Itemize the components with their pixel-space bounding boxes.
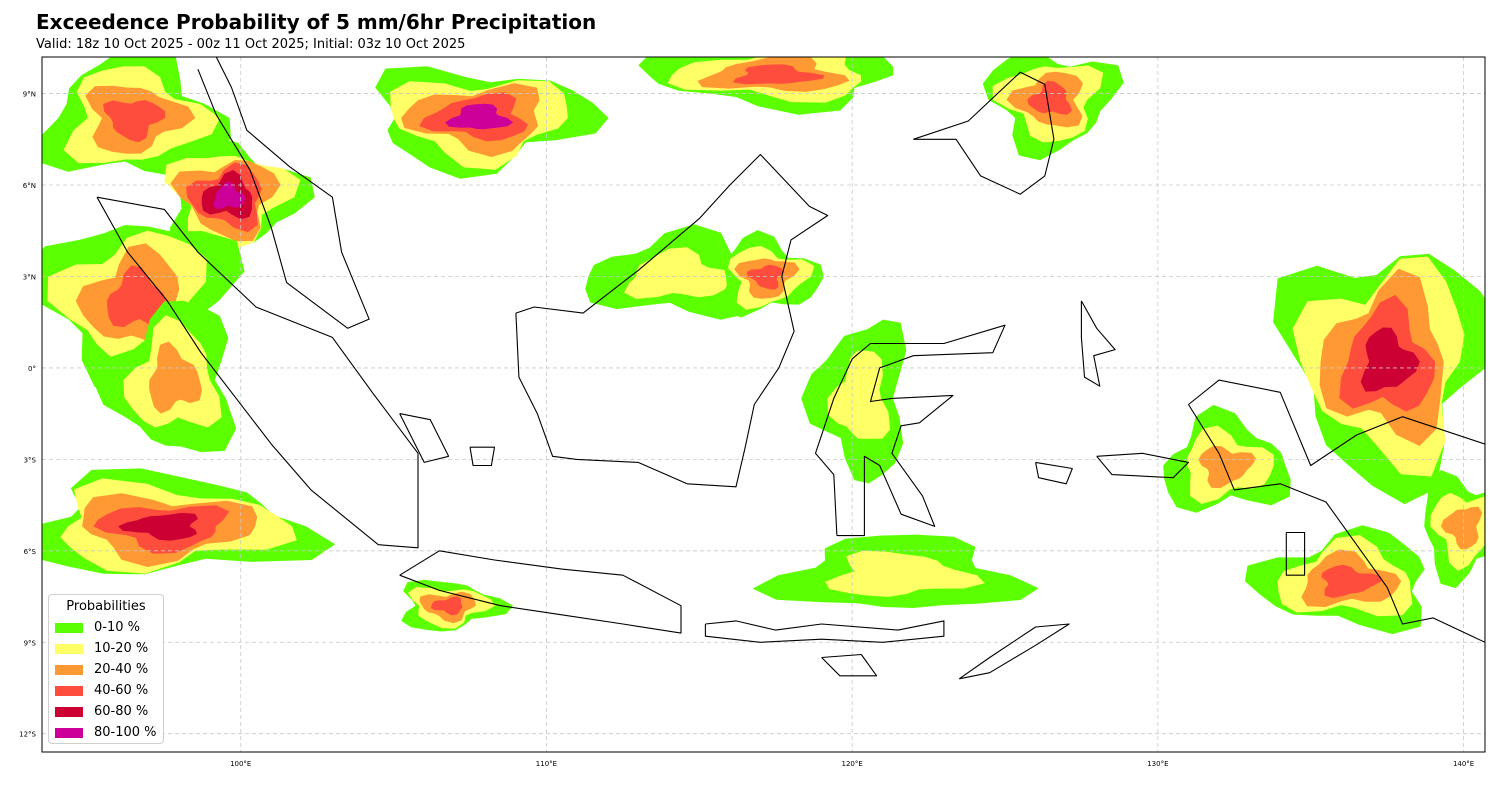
- map-background: [42, 57, 1485, 752]
- coastline-malay-peninsula: [197, 57, 370, 329]
- legend-label: 40-60 %: [94, 683, 149, 698]
- precip-papua-south-level-4: [1321, 564, 1382, 599]
- lat-tick-label: 9°S: [24, 639, 37, 647]
- coastline-sumba: [821, 653, 878, 677]
- precip-mindanao-sea-level-4: [1027, 80, 1072, 115]
- precip-sumbawa-level-4: [431, 596, 463, 616]
- coastline-aru: [1285, 531, 1306, 576]
- legend: Probabilities 0-10 % 10-20 % 20-40 % 40-…: [48, 594, 164, 744]
- precip-sumatra-coast-level-3: [149, 341, 203, 414]
- axis-ticks: 100°E 110°E 120°E 130°E 140°E 9°N 6°N 3°N 0° 3°S 6…: [19, 91, 1474, 768]
- legend-swatch: [55, 685, 83, 696]
- precip-north-andaman-level-4: [103, 100, 166, 143]
- precip-papua-north-level-5: [1360, 327, 1420, 392]
- coastline-timor: [958, 623, 1070, 680]
- legend-label: 80-100 %: [94, 725, 157, 740]
- coastline-buru: [1035, 461, 1073, 485]
- precip-south-china-sea-level-6: [445, 103, 514, 130]
- coastline-sumatra: [96, 196, 419, 549]
- coastline-sulawesi: [814, 324, 1006, 537]
- legend-swatch: [55, 664, 83, 675]
- map-frame: [41, 56, 1486, 753]
- legend-title: Probabilities: [66, 599, 146, 614]
- legend-label: 0-10 %: [94, 620, 140, 635]
- legend-item: 20-40 %: [55, 659, 163, 680]
- coastline-java: [399, 550, 682, 634]
- map-subtitle: Valid: 18z 10 Oct 2025 - 00z 11 Oct 2025…: [36, 37, 466, 52]
- legend-swatch: [55, 622, 83, 633]
- precip-arafura-level-3: [1440, 506, 1483, 550]
- legend-swatch: [55, 706, 83, 717]
- legend-swatch: [55, 727, 83, 738]
- precip-maluku-level-3: [1198, 446, 1257, 488]
- legend-item: 80-100 %: [55, 722, 163, 743]
- lat-tick-label: 3°S: [24, 456, 37, 464]
- precip-borneo-east-level-4: [746, 264, 784, 290]
- coastline-seram: [1096, 452, 1190, 479]
- lat-tick-label: 12°S: [19, 731, 36, 739]
- coastline-halmahera: [1080, 300, 1116, 387]
- legend-swatch: [55, 643, 83, 654]
- legend-label: 20-40 %: [94, 662, 149, 677]
- precip-indian-ocean-sw-level-5: [118, 512, 198, 541]
- graticule: [42, 57, 1485, 752]
- lon-tick-label: 120°E: [842, 760, 863, 768]
- legend-label: 10-20 %: [94, 641, 149, 656]
- lat-tick-label: 3°N: [23, 273, 36, 281]
- precip-scs-north-level-4: [732, 64, 825, 85]
- coastlines: [96, 57, 1485, 680]
- lon-tick-label: 100°E: [230, 760, 251, 768]
- coastline-new-guinea: [1188, 379, 1485, 643]
- precip-malay-north-level-6: [213, 182, 246, 209]
- legend-item: 10-20 %: [55, 638, 163, 659]
- lon-tick-label: 110°E: [536, 760, 557, 768]
- precip-sumatra-west-level-4: [106, 265, 167, 328]
- lat-tick-label: 6°S: [24, 548, 37, 556]
- coastline-bangka: [399, 413, 450, 463]
- lat-tick-label: 9°N: [23, 91, 36, 99]
- lat-tick-label: 6°N: [23, 182, 36, 190]
- lat-tick-label: 0°: [28, 365, 36, 373]
- precip-java-sea-south-level-2: [825, 550, 985, 597]
- lon-tick-label: 130°E: [1147, 760, 1168, 768]
- coastline-nusa-tenggara: [704, 620, 945, 643]
- precipitation-layer: [42, 57, 1485, 635]
- map-title: Exceedence Probability of 5 mm/6hr Preci…: [36, 10, 597, 34]
- precip-sulawesi-central-level-2: [827, 350, 891, 439]
- precip-borneo-west-level-2: [624, 247, 736, 299]
- legend-item: 0-10 %: [55, 617, 163, 638]
- coastline-belitung: [469, 446, 496, 467]
- lon-tick-label: 140°E: [1453, 760, 1474, 768]
- legend-label: 60-80 %: [94, 704, 149, 719]
- coastline-borneo: [515, 153, 829, 488]
- legend-item: 40-60 %: [55, 680, 163, 701]
- coastline-mindanao: [913, 71, 1055, 195]
- legend-item: 60-80 %: [55, 701, 163, 722]
